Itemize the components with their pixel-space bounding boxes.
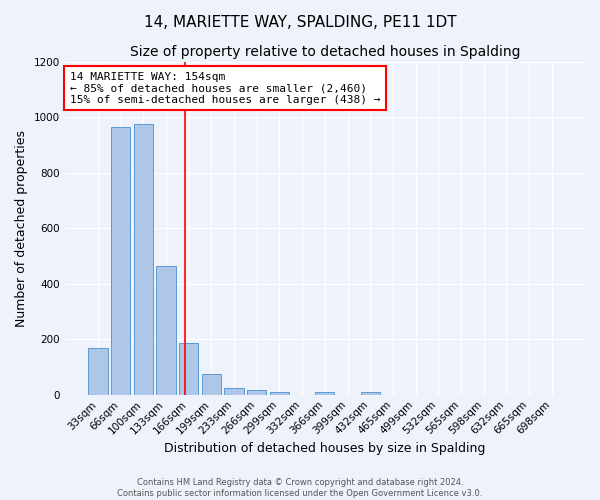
Bar [224,388,244,394]
Bar [88,348,107,395]
Bar [247,390,266,394]
Text: Contains HM Land Registry data © Crown copyright and database right 2024.
Contai: Contains HM Land Registry data © Crown c… [118,478,482,498]
Text: 14 MARIETTE WAY: 154sqm
← 85% of detached houses are smaller (2,460)
15% of semi: 14 MARIETTE WAY: 154sqm ← 85% of detache… [70,72,380,105]
Y-axis label: Number of detached properties: Number of detached properties [15,130,28,326]
Title: Size of property relative to detached houses in Spalding: Size of property relative to detached ho… [130,45,520,59]
Bar [270,392,289,394]
Bar [111,127,130,394]
Bar [361,392,380,394]
Bar [134,124,153,394]
Bar [179,344,199,394]
Bar [157,266,176,394]
Bar [315,392,334,394]
Bar [202,374,221,394]
X-axis label: Distribution of detached houses by size in Spalding: Distribution of detached houses by size … [164,442,485,455]
Text: 14, MARIETTE WAY, SPALDING, PE11 1DT: 14, MARIETTE WAY, SPALDING, PE11 1DT [143,15,457,30]
